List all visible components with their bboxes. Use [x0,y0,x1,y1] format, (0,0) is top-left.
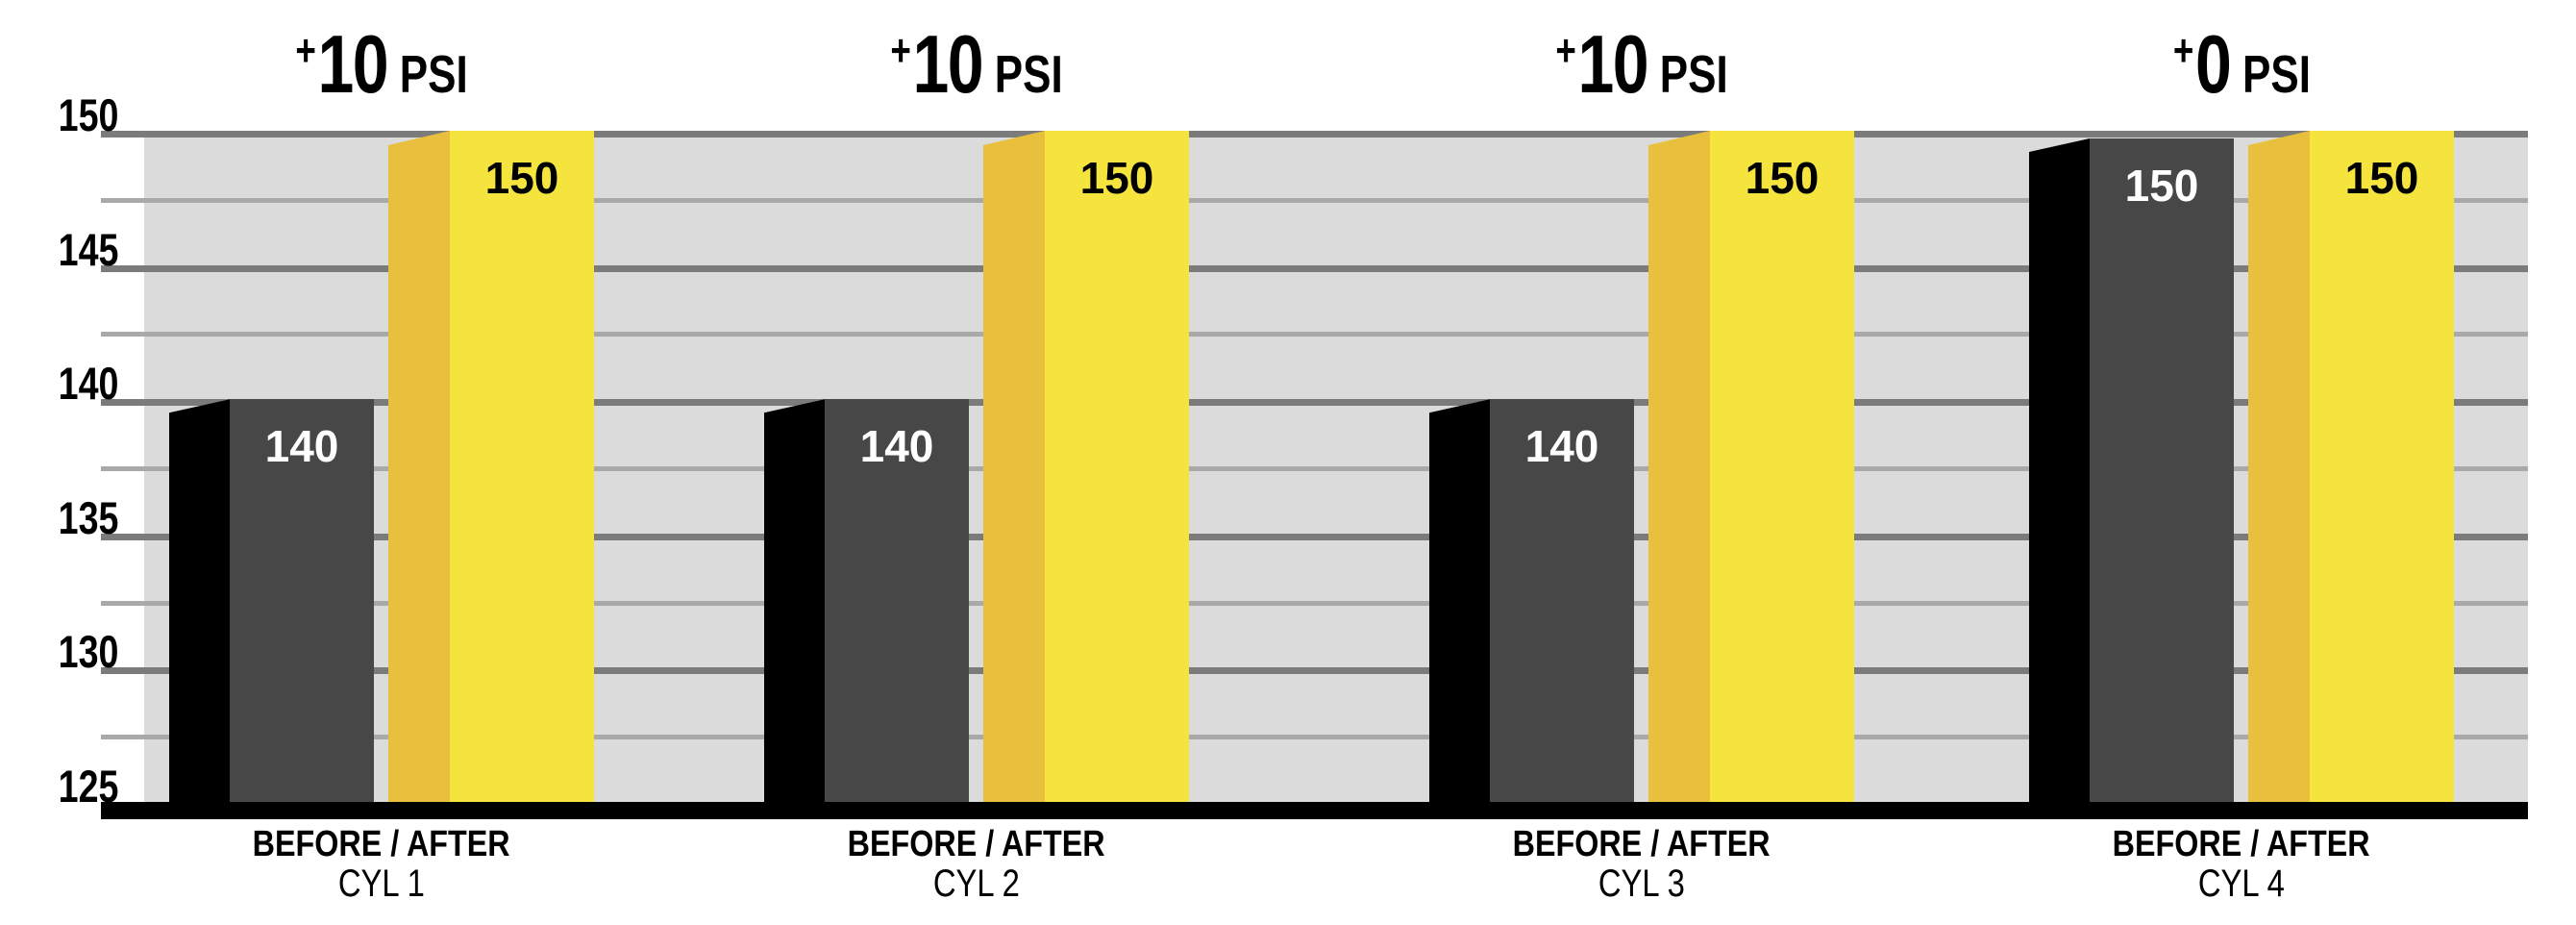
y-tick-label-150: 150 [58,89,118,140]
bar-3d-side [1429,399,1490,806]
y-tick-label-140: 140 [58,358,118,410]
bar-3d-side [169,399,230,806]
before-after-label: BEFORE / AFTER [848,824,1105,864]
y-tick-label-125: 125 [58,761,118,812]
bar-after-cyl-1: 150 [388,131,594,806]
category-label-cyl-3: BEFORE / AFTER CYL 3 [1401,825,1882,903]
bar-value-label: 140 [859,421,934,472]
before-after-label: BEFORE / AFTER [253,824,510,864]
bar-3d-side [1648,131,1710,806]
bar-before-cyl-3: 140 [1429,399,1634,806]
bar-3d-side [2248,131,2310,806]
category-label-cyl-1: BEFORE / AFTER CYL 1 [141,825,622,903]
plus-sign: + [2172,25,2193,75]
plus-sign: + [295,25,316,75]
delta-value: 10 [317,19,388,111]
bar-before-cyl-1: 140 [169,399,374,806]
bar-group-cyl-3: 140 150 [1429,131,1854,806]
bar-before-cyl-4: 150 [2029,138,2234,806]
bar-front-face: 150 [2310,131,2454,806]
delta-value: 10 [912,19,983,111]
gridline-minor-127.5 [101,735,2528,740]
bar-after-cyl-4: 150 [2248,131,2454,806]
gridline-minor-147.5 [101,197,2528,203]
bar-value-label: 150 [1745,153,1820,203]
delta-unit: PSI [399,44,468,104]
bar-after-cyl-3: 150 [1648,131,1854,806]
gridline-major-145 [101,264,2528,272]
delta-value: 10 [1577,19,1648,111]
bar-3d-side [388,131,450,806]
gridline-minor-137.5 [101,466,2528,471]
gridline-minor-132.5 [101,600,2528,606]
delta-unit: PSI [994,44,1063,104]
bar-before-cyl-2: 140 [764,399,969,806]
delta-header-cyl-3: +10 PSI [1401,8,1882,123]
bar-group-cyl-1: 140 150 [169,131,594,806]
gridline-major-135 [101,533,2528,540]
y-tick-label-135: 135 [58,491,118,543]
y-tick-label-145: 145 [58,223,118,275]
cylinder-label: CYL 2 [933,862,1020,905]
delta-header-cyl-1: +10 PSI [141,8,622,123]
bar-front-face: 140 [825,399,969,806]
gridline-major-140 [101,399,2528,407]
gridline-major-130 [101,667,2528,675]
bar-value-label: 150 [2344,153,2419,203]
plus-sign: + [1555,25,1576,75]
cylinder-label: CYL 1 [338,862,425,905]
cylinder-label: CYL 4 [2198,862,2285,905]
bar-value-label: 140 [264,421,339,472]
delta-header-cyl-2: +10 PSI [736,8,1217,123]
category-label-cyl-4: BEFORE / AFTER CYL 4 [2001,825,2482,903]
bar-3d-side [764,399,825,806]
bar-3d-side [2029,138,2090,806]
before-after-label: BEFORE / AFTER [2113,824,2370,864]
bar-value-label: 150 [1079,153,1154,203]
bar-group-cyl-2: 140 150 [764,131,1189,806]
bar-front-face: 140 [230,399,374,806]
cylinder-label: CYL 3 [1598,862,1685,905]
bar-front-face: 150 [450,131,594,806]
bar-group-cyl-4: 150 150 [2029,131,2454,806]
bar-after-cyl-2: 150 [983,131,1189,806]
delta-unit: PSI [1659,44,1728,104]
before-after-label: BEFORE / AFTER [1513,824,1771,864]
bar-front-face: 150 [1045,131,1189,806]
bar-front-face: 140 [1490,399,1634,806]
gridline-major-150 [101,131,2528,138]
bar-3d-side [983,131,1045,806]
bar-value-label: 140 [1524,421,1599,472]
bar-value-label: 150 [2124,161,2199,211]
delta-header-cyl-4: +0 PSI [2001,8,2482,123]
bar-value-label: 150 [484,153,559,203]
plus-sign: + [890,25,911,75]
delta-value: 0 [2194,19,2232,111]
x-axis-line [101,802,2528,819]
bar-front-face: 150 [1710,131,1854,806]
gridline-minor-142.5 [101,332,2528,338]
bar-front-face: 150 [2090,138,2234,806]
delta-unit: PSI [2242,44,2311,104]
y-tick-label-130: 130 [58,626,118,678]
category-label-cyl-2: BEFORE / AFTER CYL 2 [736,825,1217,903]
